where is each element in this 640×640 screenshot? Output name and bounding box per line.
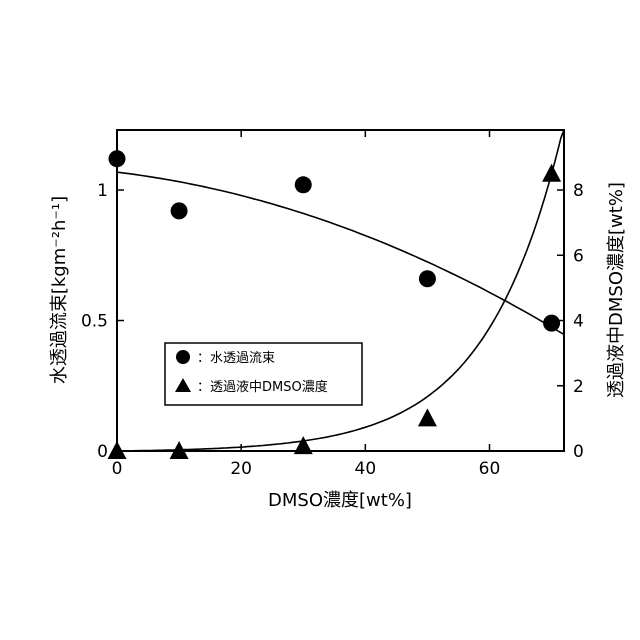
- flux-point: [294, 176, 312, 194]
- flux-point: [418, 270, 436, 288]
- y-right-tick-label: 0: [573, 442, 584, 462]
- fit-curve-group: [116, 129, 565, 452]
- flux-point: [108, 150, 126, 168]
- y-left-tick-label: 1: [97, 181, 108, 201]
- dmso-point: [169, 441, 189, 459]
- y-left-tick-label: 0.5: [81, 312, 108, 332]
- y-left-tick-label: 0: [97, 442, 108, 462]
- legend: ：水透過流束 ：透過液中DMSO濃度: [164, 342, 363, 406]
- x-tick-label: 60: [479, 459, 501, 479]
- x-tick-label: 40: [355, 459, 377, 479]
- legend-triangle-marker: [175, 378, 191, 392]
- tick-label-group: 0 20 40 60 0 0.5 1 0 2 4 6 8: [81, 181, 584, 479]
- y-right-tick-label: 8: [573, 181, 584, 201]
- marker-group: [107, 150, 562, 459]
- legend-circle-marker: [176, 350, 190, 364]
- y-right-tick-label: 6: [573, 246, 584, 266]
- plot-frame: [116, 129, 565, 452]
- flux-fit-curve: [116, 171, 565, 336]
- legend-entry-dmso: ：透過液中DMSO濃度: [197, 379, 328, 395]
- dmso-point: [107, 441, 127, 459]
- x-tick-label: 0: [112, 459, 123, 479]
- x-axis-label: DMSO濃度[wt%]: [268, 490, 412, 511]
- flux-point: [170, 202, 188, 220]
- legend-box: [164, 342, 363, 406]
- y-right-tick-label: 4: [573, 312, 584, 332]
- dmso-point: [293, 436, 313, 455]
- dmso-point: [417, 408, 437, 427]
- y-right-axis-label: 透過液中DMSO濃度[wt%]: [606, 182, 627, 398]
- dmso-point: [542, 163, 562, 182]
- legend-entry-flux: ：水透過流束: [197, 351, 275, 366]
- y-left-axis-label: 水透過流束[kgm⁻²h⁻¹]: [49, 196, 70, 384]
- flux-point: [543, 314, 561, 332]
- x-tick-label: 20: [230, 459, 252, 479]
- y-right-tick-label: 2: [573, 377, 584, 397]
- dmso-fit-curve: [117, 129, 565, 452]
